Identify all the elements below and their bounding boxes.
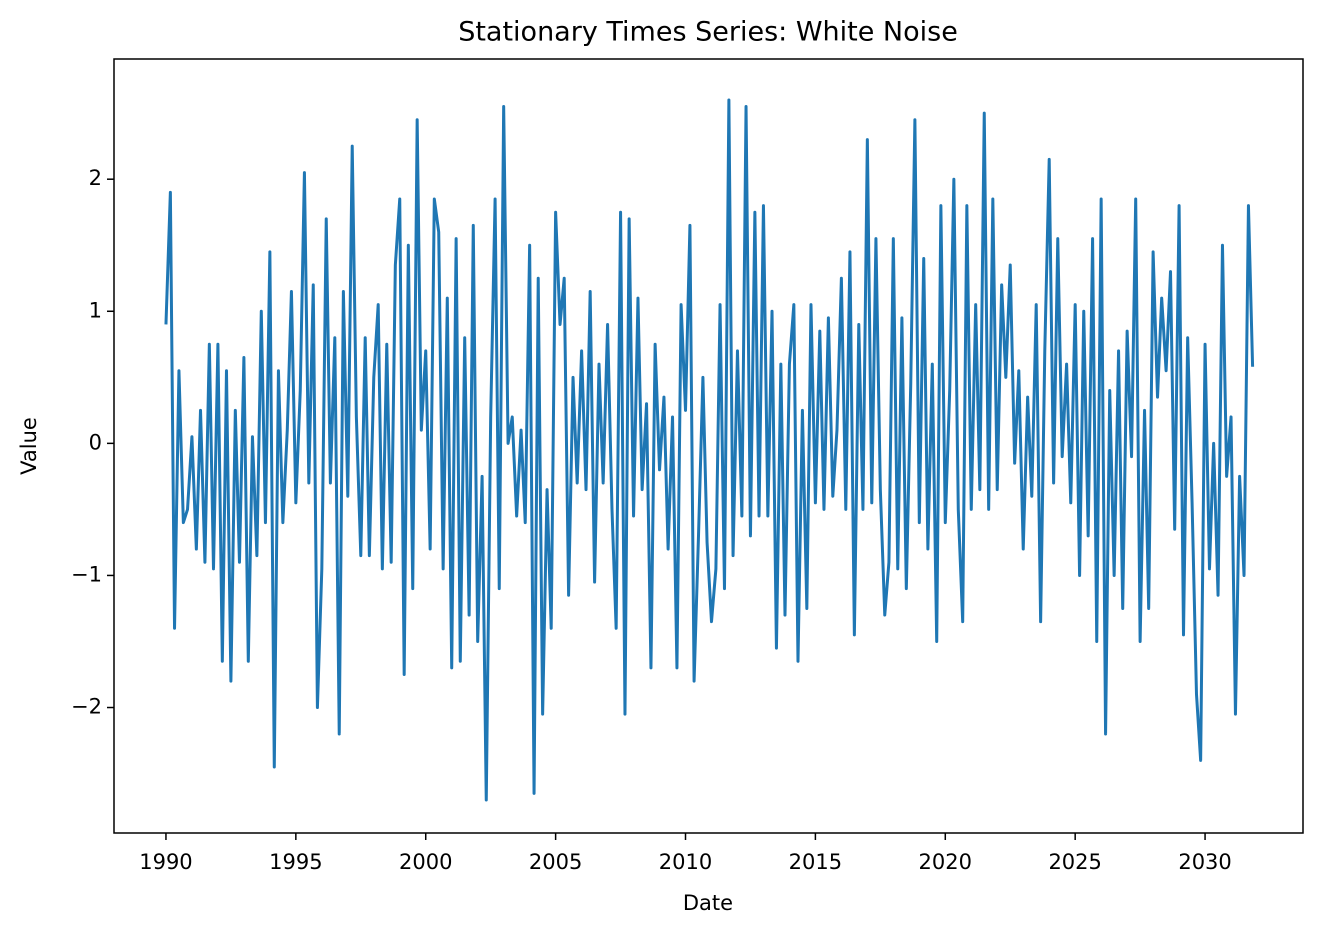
- y-tick-label: −2: [71, 695, 102, 719]
- y-tick-label: 0: [89, 430, 102, 454]
- x-tick-label: 2020: [919, 850, 972, 874]
- x-tick-label: 2025: [1048, 850, 1101, 874]
- y-tick-label: 2: [89, 166, 102, 190]
- y-tick-label: 1: [89, 298, 102, 322]
- x-tick-label: 2010: [659, 850, 712, 874]
- x-tick-label: 1995: [269, 850, 322, 874]
- x-tick-label: 1990: [139, 850, 192, 874]
- x-tick-label: 2015: [789, 850, 842, 874]
- chart-title: Stationary Times Series: White Noise: [458, 17, 958, 48]
- y-axis-label: Value: [17, 417, 41, 475]
- plot-frame: [113, 58, 1304, 834]
- x-tick-label: 2000: [399, 850, 452, 874]
- x-tick-label: 2005: [529, 850, 582, 874]
- x-axis-label: Date: [683, 891, 733, 915]
- x-tick-label: 2030: [1178, 850, 1231, 874]
- y-tick-label: −1: [71, 562, 102, 586]
- data-line: [164, 98, 1255, 802]
